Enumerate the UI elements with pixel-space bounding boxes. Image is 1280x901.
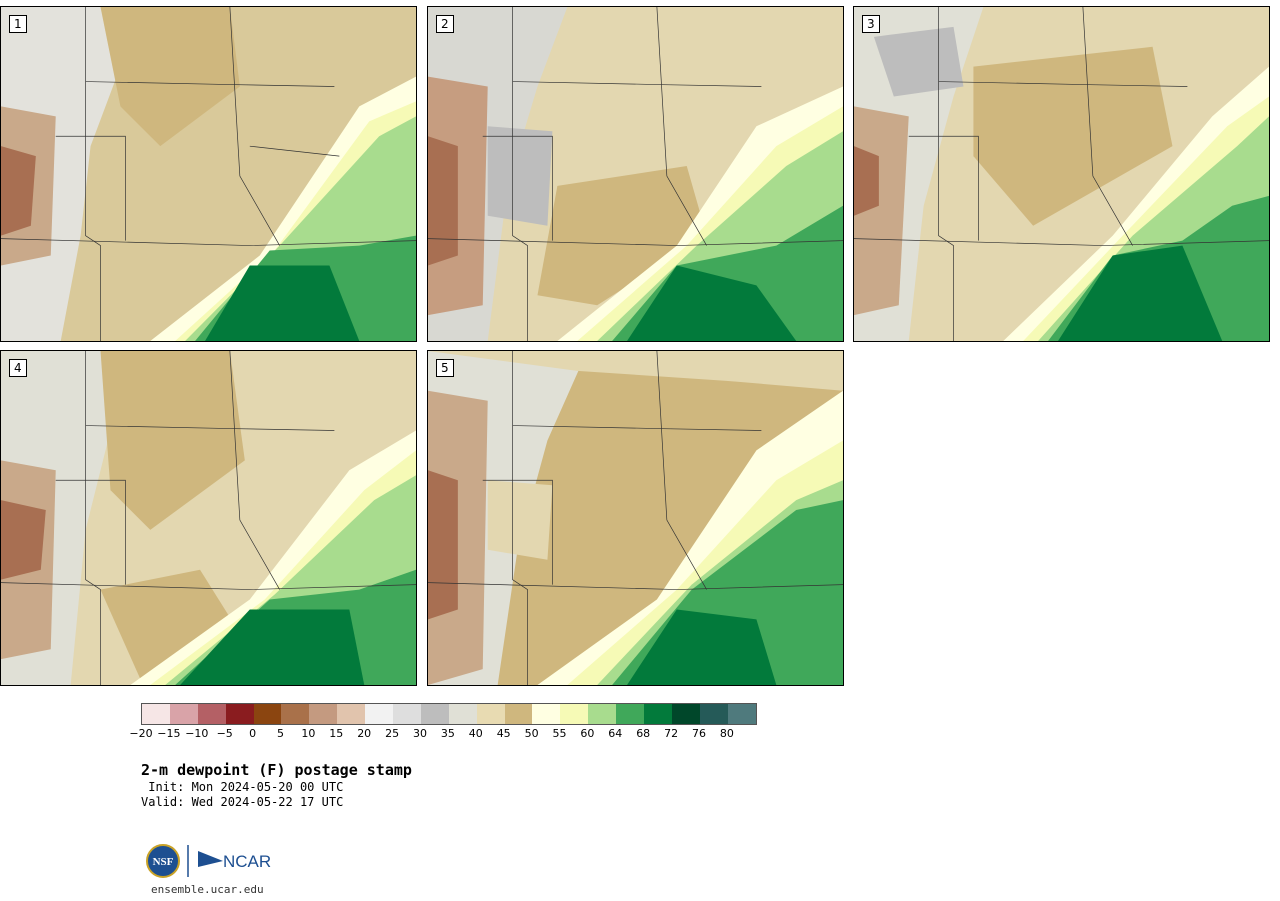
colorbar-swatch: [337, 704, 366, 724]
colorbar-swatch: [616, 704, 645, 724]
ncar-logo-text: NCAR: [223, 852, 271, 871]
dewpoint-map-1: [1, 7, 416, 341]
colorbar-swatch: [504, 704, 533, 724]
nsf-logo-text: NSF: [153, 856, 174, 868]
chart-title: 2-m dewpoint (F) postage stamp: [141, 761, 412, 779]
colorbar-swatch: [644, 704, 672, 724]
panel-number: 2: [436, 15, 454, 33]
init-time: Init: Mon 2024-05-20 00 UTC: [141, 780, 344, 794]
dewpoint-map-5: [428, 351, 843, 685]
map-panel-2: 2: [427, 6, 844, 342]
colorbar-tick-label: −10: [185, 727, 209, 740]
colorbar-tick-label: 80: [719, 727, 734, 740]
colorbar-tick-label: 25: [385, 727, 400, 740]
colorbar-swatch: [560, 704, 589, 724]
colorbar-tick-label: 68: [636, 727, 651, 740]
colorbar-swatch: [532, 704, 561, 724]
colorbar-tick-label: 0: [249, 727, 257, 740]
colorbar-tick-label: 64: [608, 727, 623, 740]
colorbar-swatch: [476, 704, 505, 724]
colorbar-tick-label: 45: [496, 727, 511, 740]
nsf-ncar-logo: NSF NCAR: [146, 844, 271, 878]
map-panel-1: 1: [0, 6, 417, 342]
colorbar-tick-label: −15: [157, 727, 181, 740]
dewpoint-map-4: [1, 351, 416, 685]
colorbar-tick-label: 55: [552, 727, 567, 740]
colorbar-tick-label: −20: [129, 727, 153, 740]
colorbar-swatch: [588, 704, 617, 724]
colorbar-tick-label: 50: [524, 727, 539, 740]
colorbar-swatch: [420, 704, 449, 724]
colorbar-tick-label: 76: [692, 727, 706, 740]
colorbar-swatch: [281, 704, 310, 724]
map-panel-5: 5: [427, 350, 844, 686]
valid-time: Valid: Wed 2024-05-22 17 UTC: [141, 795, 344, 809]
colorbar-tick-label: 5: [277, 727, 284, 740]
colorbar-tick-label: 15: [329, 727, 344, 740]
site-url[interactable]: ensemble.ucar.edu: [151, 883, 264, 896]
colorbar-tick-label: −5: [216, 727, 233, 740]
colorbar-tick-label: 10: [301, 727, 316, 740]
colorbar-swatch: [671, 704, 700, 724]
panel-number: 3: [862, 15, 880, 33]
colorbar-swatch: [393, 704, 421, 724]
colorbar-tick-label: 30: [413, 727, 427, 740]
panel-number: 4: [9, 359, 27, 377]
panel-number: 1: [9, 15, 27, 33]
colorbar-swatch: [197, 704, 226, 724]
colorbar-swatch: [142, 704, 170, 724]
colorbar-swatch: [225, 704, 254, 724]
colorbar-swatch: [309, 704, 338, 724]
colorbar-tick-label: 40: [468, 727, 483, 740]
colorbar-swatch: [699, 704, 728, 724]
map-panel-4: 4: [0, 350, 417, 686]
colorbar-tick-label: 60: [580, 727, 595, 740]
colorbar-swatch: [169, 704, 198, 724]
colorbar-tick-label: 20: [357, 727, 372, 740]
colorbar-swatch: [253, 704, 282, 724]
dewpoint-map-2: [428, 7, 843, 341]
colorbar-swatch: [448, 704, 477, 724]
logos: NSF NCAR: [145, 843, 275, 879]
colorbar: [141, 703, 757, 725]
colorbar-swatch: [727, 704, 756, 724]
colorbar-tick-label: 72: [664, 727, 679, 740]
panel-number: 5: [436, 359, 454, 377]
map-panel-3: 3: [853, 6, 1270, 342]
dewpoint-map-3: [854, 7, 1269, 341]
colorbar-tick-label: 35: [440, 727, 455, 740]
colorbar-swatch: [365, 704, 394, 724]
